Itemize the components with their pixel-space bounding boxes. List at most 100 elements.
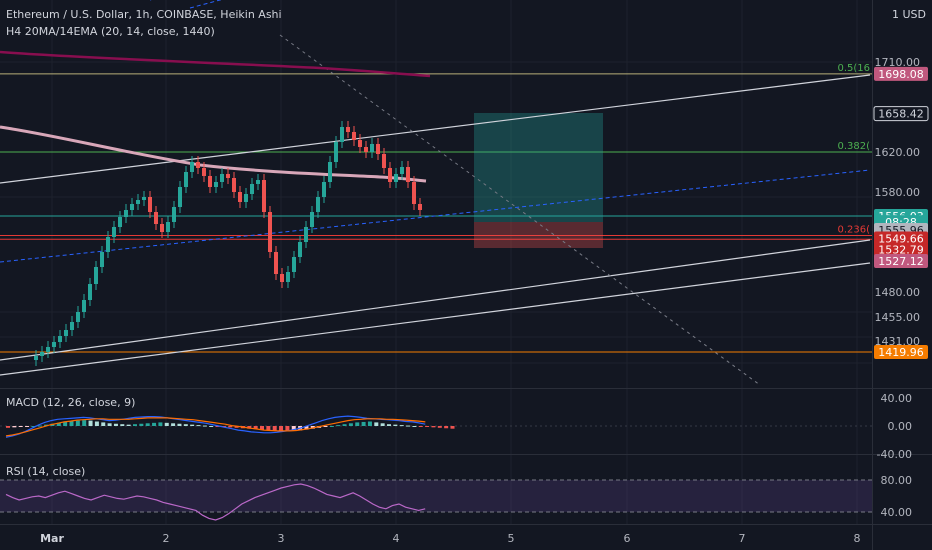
price-axis[interactable]: 1 USD 1710.00 1620.00 1580.00 1480.00 1455.0… (873, 8, 929, 519)
dashed-trend-line[interactable] (0, 169, 871, 263)
candle-body (346, 127, 350, 132)
macd-bar (291, 426, 296, 431)
candle-body (286, 272, 290, 282)
price-tag: 1698.08 (874, 66, 928, 81)
macd-bar (215, 426, 220, 427)
time-axis[interactable]: Mar 2 3 4 5 6 7 8 (40, 532, 860, 545)
macd-legend[interactable]: MACD (12, 26, close, 9) (6, 396, 135, 409)
fib-level-label: 0.236( (837, 225, 870, 236)
candle-body (262, 180, 266, 212)
candle-body (166, 222, 170, 232)
macd-bar (69, 421, 74, 426)
candle-body (178, 187, 182, 207)
macd-bar (171, 423, 176, 426)
macd-bar (418, 426, 423, 427)
macd-bar (387, 424, 391, 426)
macd-bar (336, 425, 341, 427)
dotted-diagonal-line[interactable] (279, 34, 761, 386)
candle-body (280, 274, 284, 282)
candle-body (232, 178, 236, 192)
price-tag-label: 1419.96 (878, 346, 924, 359)
macd-bar (266, 426, 271, 431)
price-tag-label: 1532.79 (878, 244, 924, 257)
price-pane[interactable]: 0.5(16 0.382( 0.236( (0, 0, 872, 386)
macd-bar (75, 420, 80, 426)
candle-body (400, 167, 404, 174)
candle-body (46, 347, 50, 352)
symbol-title[interactable]: Ethereum / U.S. Dollar, 1h, COINBASE, He… (6, 8, 282, 21)
candle-body (94, 267, 98, 284)
macd-bar (412, 426, 417, 427)
macd-bar (444, 426, 449, 429)
price-tag: 1549.66 (874, 231, 928, 246)
candle-body (112, 227, 116, 237)
macd-bar (253, 426, 258, 430)
currency-label[interactable]: 1 USD (892, 8, 926, 21)
candle-body (190, 162, 194, 172)
price-tag-label: 1658.42 (878, 108, 924, 121)
candle-body (358, 140, 362, 147)
rsi-pane[interactable] (0, 479, 872, 521)
candle-body (76, 312, 80, 322)
candle-body (154, 212, 158, 224)
macd-bar (437, 426, 442, 428)
study-legend-ma[interactable]: H4 20MA/14EMA (20, 14, close, 1440) (6, 25, 215, 38)
time-tick: 2 (163, 532, 170, 545)
horizontal-levels (0, 73, 872, 353)
rsi-legend[interactable]: RSI (14, close) (6, 465, 85, 478)
price-tick: 1431.00 (875, 335, 921, 348)
fib-level-label: 0.5(16 (837, 63, 870, 74)
macd-bar (450, 426, 455, 429)
macd-axis-ticks: 40.00 0.00 -40.00 (877, 392, 912, 461)
position-loss-zone[interactable] (474, 222, 603, 248)
h4-20ma-line[interactable] (0, 50, 431, 78)
rsi-axis-ticks: 80.00 40.00 (881, 474, 913, 519)
candle-body (88, 284, 92, 300)
macd-tick: 40.00 (881, 392, 913, 405)
candle-body (304, 227, 308, 242)
channel-lower-line-2[interactable] (0, 262, 871, 376)
candle-body (64, 330, 68, 336)
price-tick: 1580.00 (875, 186, 921, 199)
macd-bar (31, 426, 36, 427)
candle-body (340, 127, 344, 142)
macd-bar (12, 426, 17, 428)
candle-body (70, 322, 74, 330)
candle-body (238, 192, 242, 202)
position-profit-zone[interactable] (474, 113, 603, 222)
macd-bar (145, 423, 150, 426)
candle-body (268, 212, 272, 252)
candle-body (184, 172, 188, 187)
macd-bar (260, 426, 264, 430)
price-tick: 1710.00 (875, 56, 921, 69)
macd-bar (37, 425, 42, 427)
heikin-ashi-candles[interactable] (34, 121, 422, 366)
macd-bar (202, 425, 207, 427)
fib-level-label: 0.382( (837, 141, 870, 152)
macd-bar (393, 424, 398, 426)
macd-signal-line (5, 417, 426, 437)
candle-body (394, 174, 398, 182)
candle-body (292, 257, 296, 272)
macd-bar (44, 424, 49, 426)
macd-bar (323, 426, 328, 427)
candle-body (364, 147, 368, 152)
price-tag: 1419.96 (874, 345, 928, 360)
candle-body (328, 162, 332, 182)
time-tick: 4 (393, 532, 400, 545)
candle-body (406, 167, 410, 182)
time-tick: 3 (278, 532, 285, 545)
time-tick: 8 (854, 532, 861, 545)
channel-upper-line[interactable] (0, 74, 871, 184)
macd-bar (272, 426, 277, 431)
channel-lower-line-1[interactable] (0, 239, 871, 361)
macd-pane[interactable] (0, 415, 872, 438)
macd-bar (120, 424, 125, 426)
rsi-tick: 40.00 (881, 506, 913, 519)
candle-body (352, 132, 356, 140)
h4-14ema-line[interactable] (0, 125, 427, 183)
macd-bar (279, 426, 284, 431)
macd-bar (158, 422, 163, 426)
macd-bar (399, 425, 404, 427)
